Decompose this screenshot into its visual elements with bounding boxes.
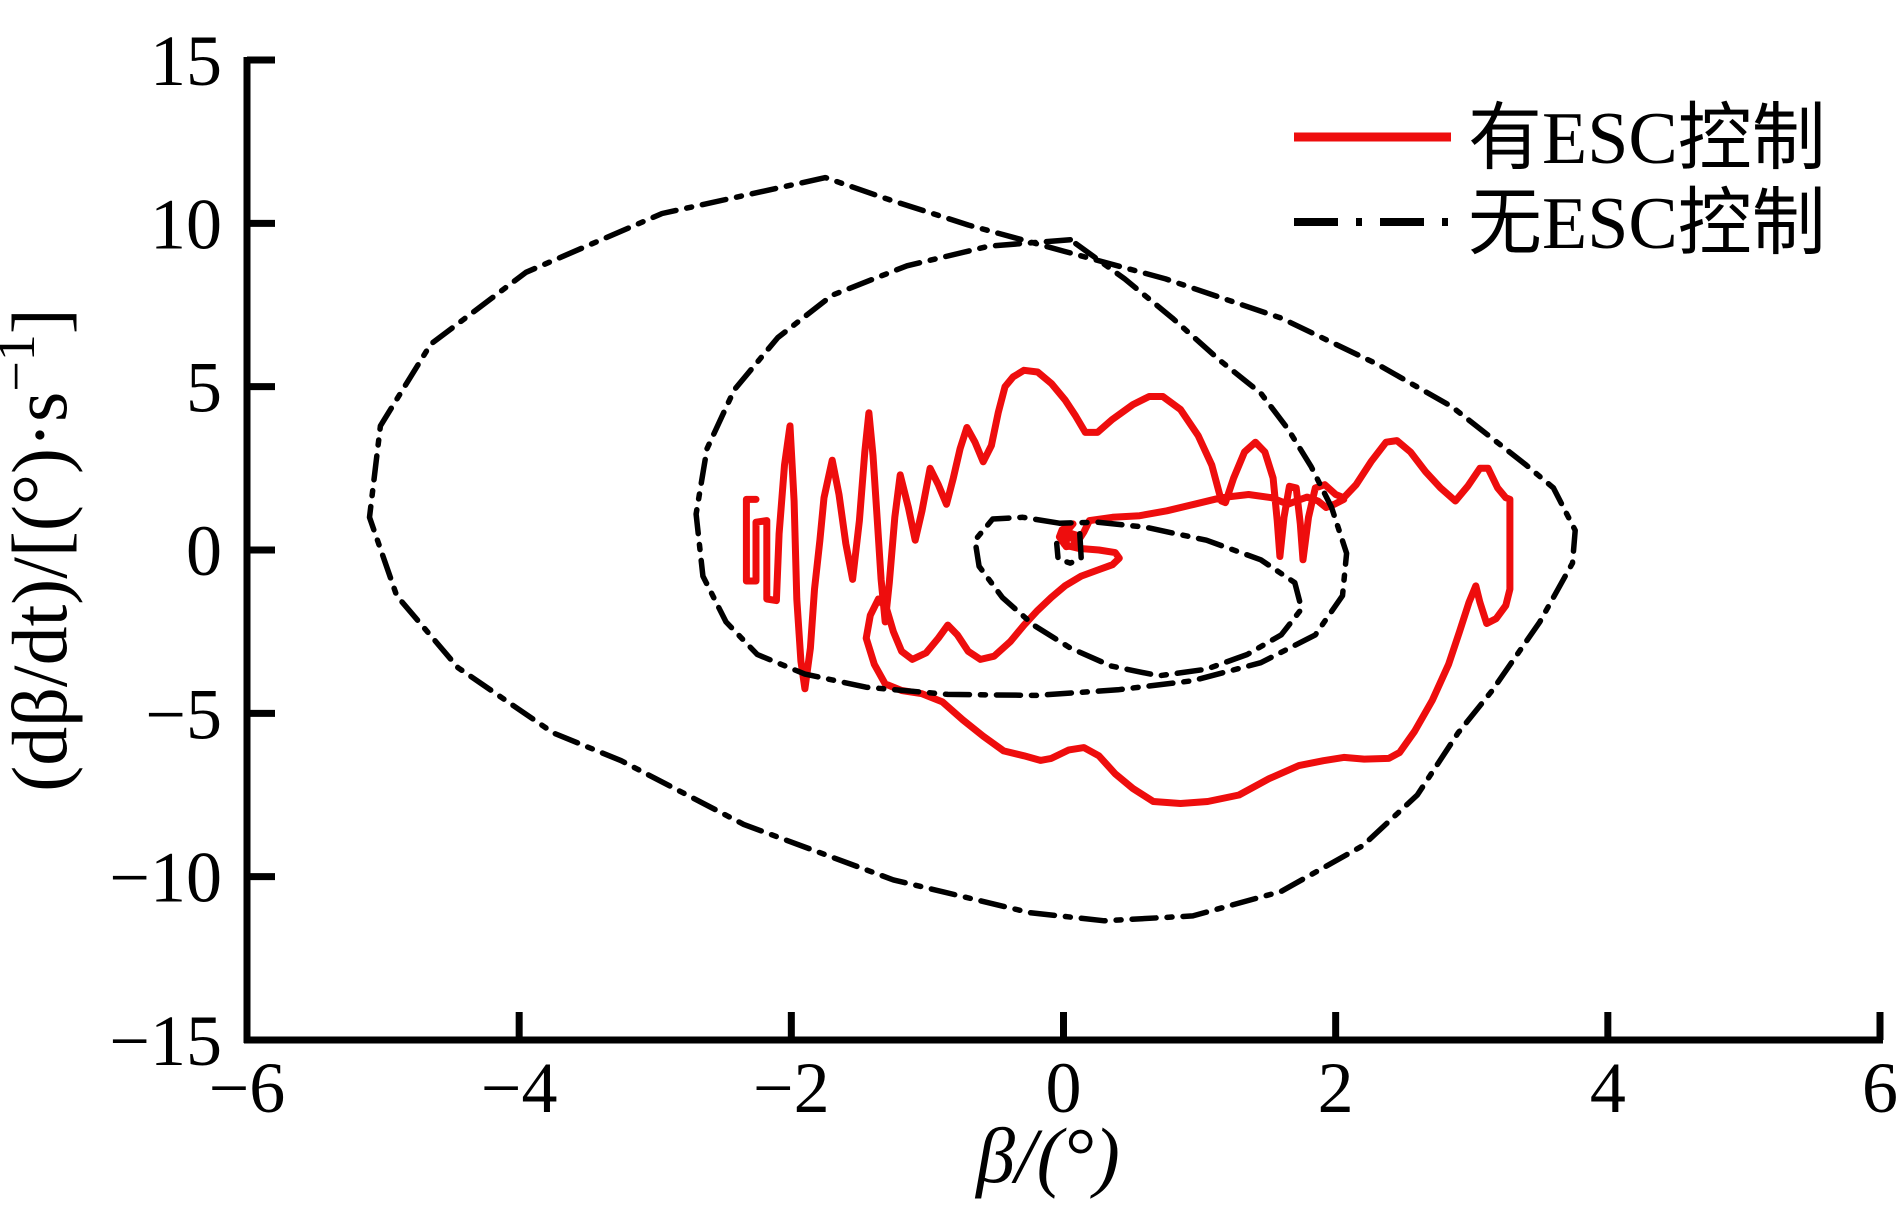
- y-tick-label: 5: [186, 348, 222, 428]
- y-axis-label-superscript: −1: [0, 334, 46, 391]
- y-tick-label: 10: [150, 184, 222, 264]
- y-axis-label: (dβ/dt)/[(°)·s−1]: [0, 308, 83, 792]
- legend: 有ESC控制 无ESC控制: [1294, 98, 1826, 265]
- y-axis-label-close: ]: [0, 308, 83, 334]
- y-tick-label: 0: [186, 511, 222, 591]
- y-tick-label: −5: [145, 674, 222, 754]
- x-axis-label: β/(°): [974, 1112, 1120, 1199]
- series-with-esc-line: [742, 366, 1514, 807]
- y-tick-label: −10: [109, 838, 222, 918]
- y-tick-label: −15: [109, 1001, 222, 1081]
- series-without-esc-line: [693, 236, 1350, 699]
- series-without-esc-line: [972, 514, 1305, 679]
- y-axis-label-main: (dβ/dt)/[(°)·s: [0, 392, 83, 792]
- x-tick-label: −2: [753, 1048, 830, 1128]
- x-tick-label: −6: [209, 1048, 286, 1128]
- y-tick-label: 15: [150, 21, 222, 101]
- x-tick-label: 6: [1862, 1048, 1898, 1128]
- axes-group: −6 −4 −2 0 2 4 6 15 10 5 0 −5 −10 −15: [109, 21, 1898, 1128]
- series-without-esc-line: [366, 174, 1578, 924]
- x-tick-label: −4: [481, 1048, 558, 1128]
- legend-label-without-esc: 无ESC控制: [1468, 183, 1826, 265]
- x-tick-label: 2: [1318, 1048, 1354, 1128]
- x-tick-label: 0: [1046, 1048, 1082, 1128]
- x-tick-label: 4: [1590, 1048, 1626, 1128]
- legend-label-with-esc: 有ESC控制: [1468, 98, 1826, 180]
- series-without-esc-line: [1053, 530, 1084, 566]
- series-group: [366, 174, 1578, 924]
